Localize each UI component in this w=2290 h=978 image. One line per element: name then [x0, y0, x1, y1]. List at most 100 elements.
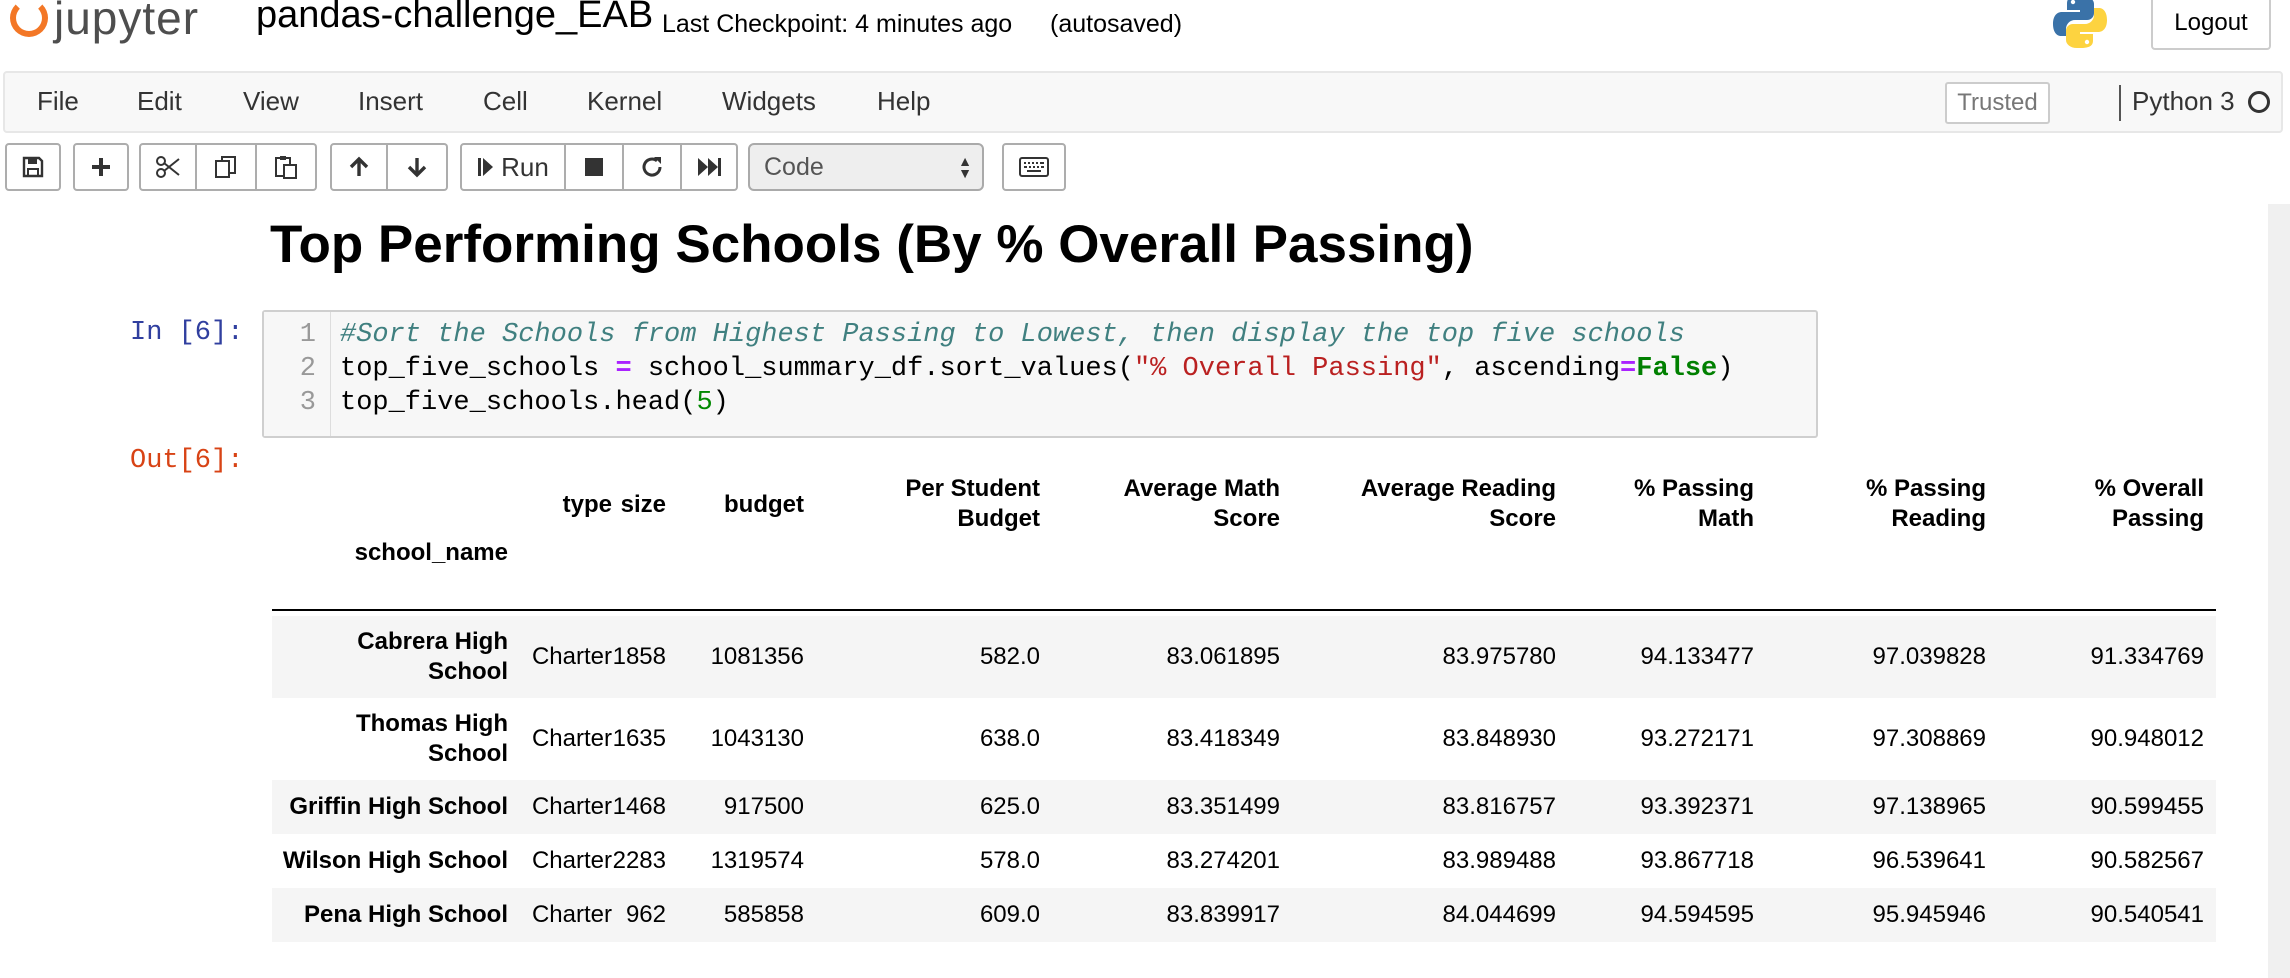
- line-number: 3: [299, 388, 316, 418]
- table-cell: 90.540541: [2090, 901, 2204, 928]
- column-header: type: [562, 491, 612, 518]
- insert-cell-button[interactable]: [73, 143, 129, 191]
- column-header: Reading: [1891, 505, 1986, 532]
- table-cell: 83.418349: [1166, 725, 1280, 752]
- cell-type-value: Code: [764, 153, 824, 181]
- column-header: Per Student: [905, 475, 1040, 502]
- jupyter-logo[interactable]: jupyter: [10, 0, 199, 48]
- jupyter-ring-icon: [10, 0, 48, 37]
- line-number: 1: [299, 320, 316, 350]
- table-cell: 1319574: [710, 847, 804, 874]
- jupyter-logo-text: jupyter: [54, 0, 200, 44]
- table-cell: 90.599455: [2090, 793, 2204, 820]
- move-up-button[interactable]: [330, 143, 388, 191]
- scrollbar-track[interactable]: [2268, 204, 2290, 978]
- table-cell: 90.582567: [2090, 847, 2204, 874]
- table-cell: 609.0: [979, 901, 1040, 928]
- scissors-icon: [156, 156, 180, 178]
- output-prompt: Out[6]:: [130, 446, 244, 476]
- logout-button[interactable]: Logout: [2151, 0, 2271, 50]
- run-button[interactable]: Run: [460, 143, 566, 191]
- menu-file[interactable]: File: [37, 86, 79, 116]
- table-cell: 96.539641: [1872, 847, 1986, 874]
- table-cell: Charter: [531, 725, 612, 752]
- table-cell: 1635: [612, 725, 666, 752]
- table-cell: 93.272171: [1640, 725, 1754, 752]
- menu-help[interactable]: Help: [877, 86, 931, 116]
- kernel-name[interactable]: Python 3: [2132, 86, 2235, 116]
- save-icon: [22, 156, 44, 178]
- run-icon: [478, 158, 494, 176]
- table-cell: 578.0: [979, 847, 1040, 874]
- menubar: File Edit View Insert Cell Kernel Widget…: [3, 71, 2283, 133]
- table-row: [272, 780, 2216, 834]
- table-cell: 83.989488: [1442, 847, 1556, 874]
- code-line-3: top_five_schools.head(5): [340, 388, 729, 418]
- table-cell: Charter: [531, 793, 612, 820]
- table-cell: 97.138965: [1872, 793, 1986, 820]
- move-down-button[interactable]: [388, 143, 448, 191]
- restart-icon: [642, 157, 662, 177]
- table-cell: Charter: [531, 901, 612, 928]
- table-cell: 625.0: [979, 793, 1040, 820]
- trusted-indicator[interactable]: Trusted: [1945, 82, 2050, 124]
- table-cell: 585858: [723, 901, 804, 928]
- column-header: Math: [1698, 505, 1754, 532]
- paste-button[interactable]: [257, 143, 317, 191]
- restart-button[interactable]: [624, 143, 682, 191]
- row-index-label: Wilson High School: [282, 847, 508, 874]
- input-prompt: In [6]:: [130, 318, 244, 348]
- cut-button[interactable]: [139, 143, 197, 191]
- arrow-up-icon: [349, 156, 369, 176]
- table-cell: 97.039828: [1872, 643, 1986, 670]
- markdown-heading: Top Performing Schools (By % Overall Pas…: [270, 215, 1474, 274]
- menu-insert[interactable]: Insert: [358, 86, 424, 116]
- table-cell: 582.0: [979, 643, 1040, 670]
- table-cell: 94.133477: [1640, 643, 1754, 670]
- table-cell: 83.975780: [1442, 643, 1556, 670]
- line-number-gutter: 1 2 3: [264, 312, 331, 436]
- fast-forward-icon: [698, 158, 721, 176]
- plus-icon: [92, 158, 110, 176]
- row-index-label: School: [427, 658, 508, 685]
- menu-widgets[interactable]: Widgets: [722, 86, 816, 116]
- command-palette-button[interactable]: [1002, 143, 1066, 191]
- copy-icon: [215, 156, 236, 178]
- stop-icon: [585, 158, 603, 176]
- interrupt-button[interactable]: [566, 143, 624, 191]
- restart-run-all-button[interactable]: [682, 143, 738, 191]
- table-cell: 1858: [612, 643, 666, 670]
- table-cell: 93.392371: [1640, 793, 1754, 820]
- save-button[interactable]: [5, 143, 61, 191]
- column-header: budget: [724, 491, 804, 518]
- menu-edit[interactable]: Edit: [137, 86, 182, 116]
- table-cell: 83.848930: [1442, 725, 1556, 752]
- menu-kernel[interactable]: Kernel: [587, 86, 663, 116]
- table-cell: Charter: [531, 643, 612, 670]
- table-row: [272, 888, 2216, 942]
- table-cell: 638.0: [979, 725, 1040, 752]
- table-cell: 962: [625, 901, 666, 928]
- menu-view[interactable]: View: [243, 86, 299, 116]
- kernel-idle-icon: [2248, 91, 2270, 113]
- column-header: Average Math: [1123, 475, 1281, 502]
- table-cell: 83.816757: [1442, 793, 1556, 820]
- row-index-label: School: [427, 740, 508, 767]
- menu-cell[interactable]: Cell: [483, 86, 528, 116]
- notebook-name[interactable]: pandas-challenge_EAB: [256, 0, 654, 36]
- cell-type-select[interactable]: Code ▲ ▼: [748, 143, 984, 191]
- notebook-container: Top Performing Schools (By % Overall Pas…: [0, 204, 2270, 978]
- run-label: Run: [501, 151, 549, 182]
- column-header: size: [620, 491, 666, 518]
- code-cell-editor[interactable]: 1 2 3 #Sort the Schools from Highest Pas…: [262, 310, 1818, 438]
- column-header: Budget: [957, 505, 1040, 532]
- column-header: % Passing: [1865, 475, 1986, 502]
- copy-button[interactable]: [197, 143, 257, 191]
- select-arrows-icon: ▲ ▼: [958, 153, 972, 181]
- table-cell: 90.948012: [2090, 725, 2204, 752]
- keyboard-icon: [1019, 157, 1049, 177]
- checkpoint-status: Last Checkpoint: 4 minutes ago: [662, 10, 1013, 38]
- table-cell: 94.594595: [1640, 901, 1754, 928]
- table-cell: 91.334769: [2090, 643, 2204, 670]
- table-cell: 84.044699: [1442, 901, 1556, 928]
